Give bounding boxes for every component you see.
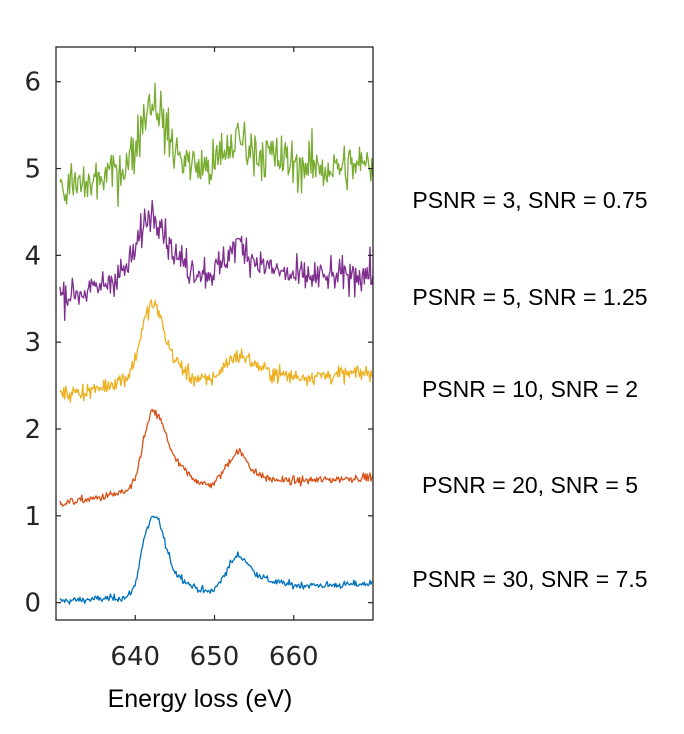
y-tick-label: 0: [24, 589, 41, 619]
annotation-layer: PSNR = 30, SNR = 7.5 PSNR = 20, SNR = 5 PS…: [412, 187, 647, 592]
series-annotation-1: PSNR = 30, SNR = 7.5: [412, 566, 647, 592]
series-annotation-5: PSNR = 3, SNR = 0.75: [412, 187, 647, 213]
y-tick-label: 2: [24, 415, 41, 445]
series-line-1: [59, 515, 374, 605]
series-line-3: [59, 299, 373, 403]
y-tick-label: 4: [24, 241, 41, 271]
y-tick-label: 3: [24, 328, 41, 358]
series-line-4: [59, 199, 374, 321]
x-axis-label: Energy loss (eV): [108, 685, 293, 713]
series-line-2: [59, 408, 374, 507]
series-layer: [59, 82, 374, 605]
y-tick-label: 1: [24, 502, 41, 532]
x-tick-label: 640: [110, 642, 160, 672]
y-tick-label: 5: [24, 155, 41, 185]
series-annotation-2: PSNR = 20, SNR = 5: [422, 472, 638, 498]
series-annotation-4: PSNR = 5, SNR = 1.25: [412, 284, 647, 310]
x-tick-label: 650: [190, 642, 240, 672]
plot-frame: [55, 46, 374, 621]
series-line-5: [59, 82, 374, 208]
axes-layer: 0 1 2 3 4 5 6 640 650 660: [24, 46, 374, 672]
y-tick-label: 6: [24, 68, 41, 98]
x-tick-label: 660: [269, 642, 319, 672]
series-annotation-3: PSNR = 10, SNR = 2: [422, 376, 638, 402]
